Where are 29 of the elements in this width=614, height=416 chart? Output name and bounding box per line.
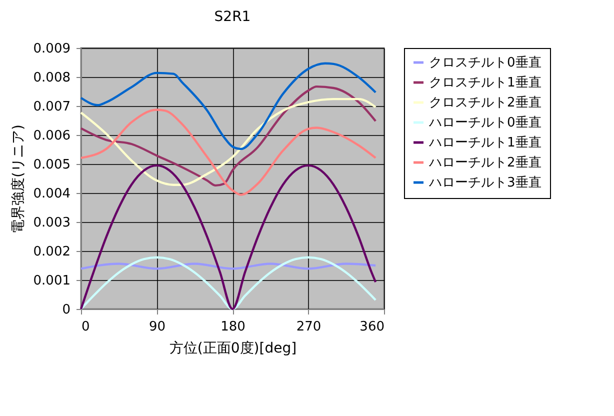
y-tick-label: 0.002 — [33, 244, 70, 260]
y-tick-label: 0.001 — [33, 274, 70, 288]
line-series — [80, 164, 377, 310]
y-tick-label: 0.007 — [33, 100, 70, 114]
x-tick-label: 270 — [296, 320, 322, 334]
chart-title: S2R1 — [214, 9, 251, 25]
x-tick-label: 360 — [360, 320, 384, 334]
legend-label: クロスチルト1垂直 — [429, 76, 542, 90]
legend-label: クロスチルト2垂直 — [429, 96, 542, 110]
y-tick-label: 0.009 — [33, 42, 70, 56]
y-axis-title: 電界強度(リニア) — [10, 124, 26, 234]
legend-label: ハローチルト0垂直 — [428, 116, 542, 130]
legend-label: ハローチルト3垂直 — [428, 176, 542, 190]
y-tick-label: 0.008 — [33, 70, 70, 86]
y-tick-label: 0.006 — [33, 128, 70, 144]
x-axis-title: 方位(正面0度)[deg] — [169, 340, 297, 356]
legend-label: ハローチルト1垂直 — [428, 136, 542, 150]
legend-label: クロスチルト0垂直 — [429, 56, 542, 70]
y-tick-label: 0.005 — [33, 158, 70, 172]
x-tick-label: 90 — [148, 320, 166, 334]
legend-label: ハローチルト2垂直 — [428, 156, 542, 170]
y-tick-label: 0.003 — [33, 216, 70, 230]
y-tick-label: 0.004 — [33, 186, 70, 202]
line-series — [80, 108, 377, 196]
y-tick-label: 0 — [62, 302, 70, 318]
line-series — [80, 62, 377, 150]
line-series — [80, 256, 377, 310]
x-tick-label: 180 — [220, 320, 246, 334]
x-tick-label: 0 — [82, 320, 90, 334]
